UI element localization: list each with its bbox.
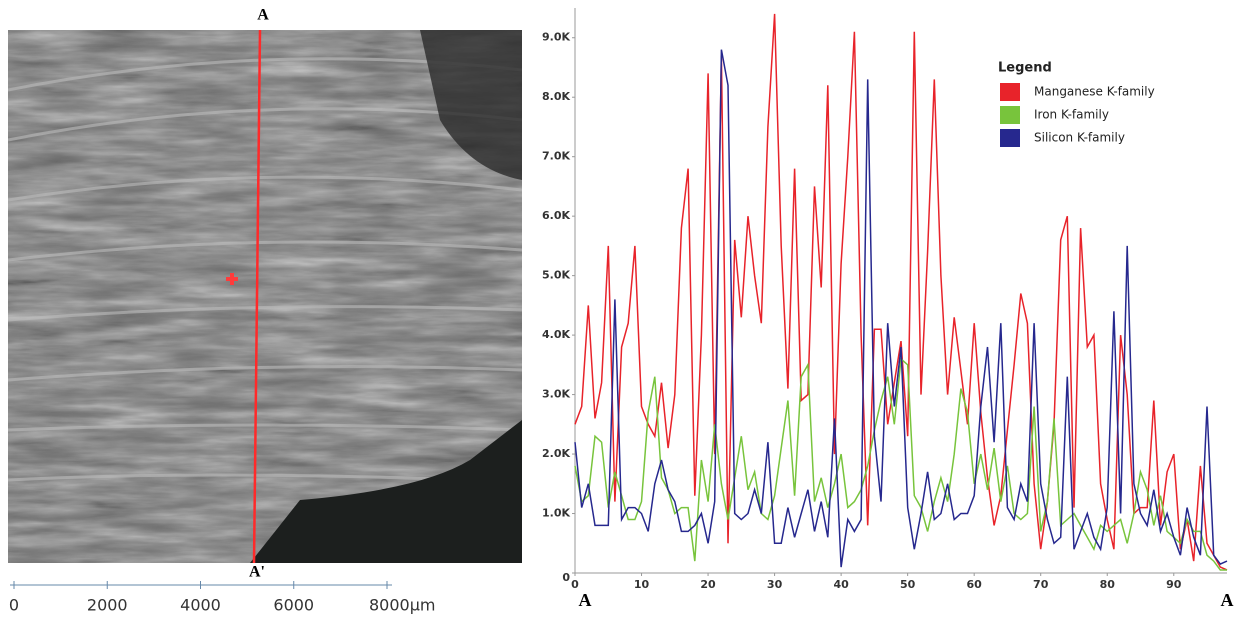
scale-tick-label: 0: [9, 596, 19, 615]
x-tick-label: 0: [571, 578, 579, 591]
y-tick-label: 2.0K: [542, 447, 570, 460]
x-tick-label: 60: [967, 578, 983, 591]
x-tick-label: 30: [767, 578, 783, 591]
y-tick-label: 1.0K: [542, 507, 570, 520]
chart: 0 1.0K 2.0K 3.0K 4.0K 5.0K 6.0K 7.0K 8.0K 9.0K 0 10…: [542, 8, 1234, 610]
y-tick-label: 9.0K: [542, 31, 570, 44]
scale-tick-label: 6000: [273, 596, 314, 615]
section-label: A: [257, 7, 269, 24]
x-tick-label: 10: [634, 578, 650, 591]
x-tick-label: 90: [1166, 578, 1182, 591]
legend-swatch: [1000, 129, 1020, 147]
legend-title: Legend: [998, 61, 1052, 76]
scale-bar-ticks: 0 2000 4000 6000 8000µm: [9, 581, 435, 615]
y-tick-label: 8.0K: [542, 90, 570, 103]
y-tick-label: 4.0K: [542, 328, 570, 341]
y-tick-label: 6.0K: [542, 209, 570, 222]
section-label: A': [249, 564, 265, 581]
x-tick-label: 40: [833, 578, 849, 591]
legend-label: Silicon K-family: [1034, 131, 1125, 145]
scale-tick-label: 8000µm: [369, 596, 435, 615]
series-line: [574, 13, 1228, 571]
x-tick-label: 50: [900, 578, 916, 591]
scale-tick-label: 4000: [180, 596, 221, 615]
x-tick-label: 80: [1100, 578, 1116, 591]
legend-label: Manganese K-family: [1034, 85, 1155, 99]
y-tick-label: 5.0K: [542, 269, 570, 282]
legend-swatch: [1000, 83, 1020, 101]
x-tick-label: 20: [700, 578, 716, 591]
series-line: [574, 49, 1228, 568]
micrograph: [8, 30, 522, 563]
y-tick-label: 7.0K: [542, 150, 570, 163]
scale-tick-label: 2000: [87, 596, 128, 615]
x-end-label: A: [579, 590, 592, 610]
y-tick-label: 3.0K: [542, 388, 570, 401]
series-line: [574, 357, 1227, 571]
x-end-label: A: [1221, 590, 1234, 610]
legend-label: Iron K-family: [1034, 108, 1109, 122]
legend-swatch: [1000, 106, 1020, 124]
y-tick-label: 0: [562, 571, 570, 584]
x-tick-label: 70: [1033, 578, 1049, 591]
